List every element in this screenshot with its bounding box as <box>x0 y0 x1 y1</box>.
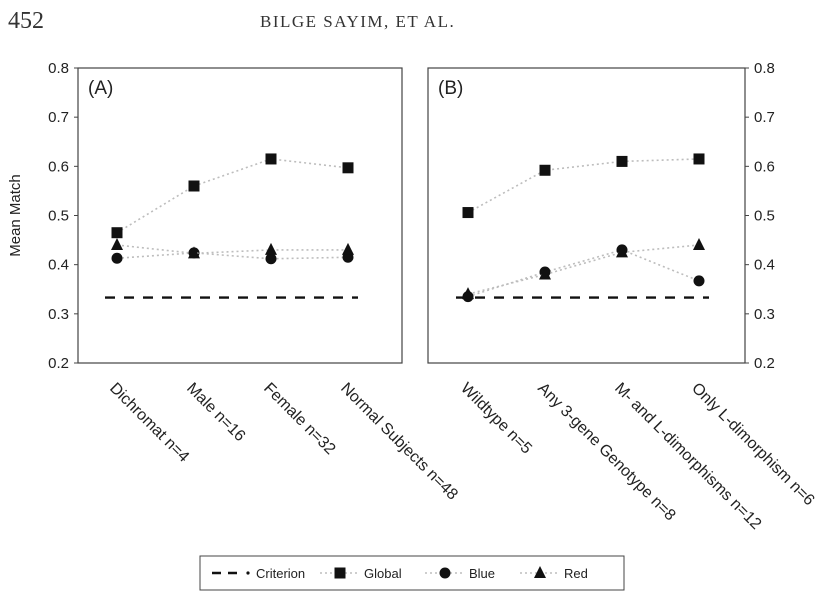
data-point-global <box>616 155 628 167</box>
y-tick-label: 0.3 <box>48 306 69 323</box>
x-category-label: Male n=16 <box>183 380 248 445</box>
y-tick-label: 0.2 <box>48 355 69 372</box>
plot-frame <box>427 67 746 364</box>
series-line-red <box>116 244 348 255</box>
data-point-blue <box>111 252 123 264</box>
data-point-red <box>111 238 123 250</box>
legend: Criterion Global Blue Red <box>199 555 625 591</box>
x-category-label: M- and L-dimorphisms n=12 <box>611 380 764 533</box>
y-tick-label: 0.8 <box>754 60 775 77</box>
y-tick-label: 0.3 <box>754 306 775 323</box>
data-point-global <box>462 207 474 219</box>
y-tick-label: 0.5 <box>754 208 775 225</box>
page-number: 452 <box>8 8 44 34</box>
x-category-label: Normal Subjects n=48 <box>337 380 461 504</box>
data-point-global <box>265 153 277 165</box>
y-tick-label: 0.5 <box>48 208 69 225</box>
data-point-global <box>188 180 200 192</box>
data-point-global <box>342 162 354 174</box>
legend-label: Red <box>564 566 588 581</box>
data-point-red <box>342 242 354 255</box>
y-tick-label: 0.2 <box>754 355 775 372</box>
x-category-label: Dichromat n=4 <box>106 380 192 466</box>
panel-label: (A) <box>88 78 113 99</box>
panel-label: (B) <box>438 78 463 99</box>
chart-panel-b: 0.2 0.3 0.4 0.5 0.6 0.7 0.8 (B) Wildtype n=5 Any … <box>427 60 818 533</box>
series-line-red <box>467 244 700 295</box>
data-point-global <box>539 164 551 176</box>
data-point-red <box>539 267 551 280</box>
legend-label: Global <box>364 566 402 581</box>
chart-panel-a: 0.2 0.3 0.4 0.5 0.6 0.7 0.8 Mean Match (A) Dichro… <box>7 60 461 504</box>
data-point-red <box>616 245 628 258</box>
series-line-blue <box>467 249 700 298</box>
data-point-red <box>188 246 200 259</box>
x-category-label: Only L-dimorphism n=6 <box>688 380 817 509</box>
data-point-red <box>693 238 705 250</box>
y-tick-label: 0.7 <box>754 109 775 126</box>
plot-frame <box>77 67 403 364</box>
legend-box <box>199 555 625 591</box>
series-line-global <box>467 158 700 214</box>
legend-label: Blue <box>469 566 495 581</box>
data-point-red <box>265 242 277 255</box>
y-tick-label: 0.6 <box>754 158 775 175</box>
data-point-global <box>111 227 123 239</box>
data-point-blue <box>693 275 705 287</box>
legend-swatch-criterion <box>246 571 250 575</box>
data-point-blue <box>265 253 277 265</box>
series-line-global <box>116 158 349 234</box>
data-point-global <box>693 153 705 165</box>
legend-label: Criterion <box>256 566 305 581</box>
legend-marker-blue <box>439 567 451 579</box>
y-tick-label: 0.4 <box>754 257 775 274</box>
legend-marker-global <box>334 567 346 579</box>
legend-marker-red <box>534 566 546 578</box>
x-category-label: Wildtype n=5 <box>457 380 535 458</box>
y-tick-label: 0.8 <box>48 60 69 77</box>
x-category-label: Female n=32 <box>260 380 338 458</box>
y-tick-label: 0.4 <box>48 257 69 274</box>
x-category-label: Any 3-gene Genotype n=8 <box>534 380 678 524</box>
y-tick-label: 0.7 <box>48 109 69 126</box>
y-axis-label: Mean Match <box>7 174 24 257</box>
running-head: BILGE SAYIM, ET AL. <box>260 12 456 31</box>
data-point-red <box>462 287 474 300</box>
series-line-blue <box>116 252 349 260</box>
y-tick-label: 0.6 <box>48 158 69 175</box>
